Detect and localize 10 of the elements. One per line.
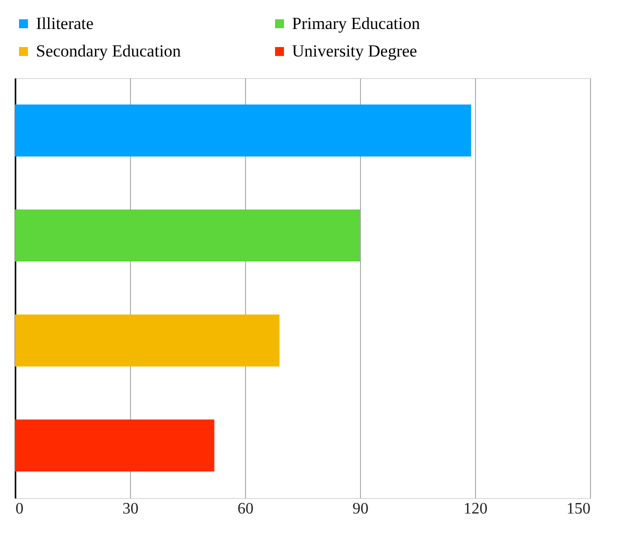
x-tick-label: 30 — [122, 500, 138, 518]
legend-label: University Degree — [292, 42, 418, 60]
x-tick-label: 150 — [566, 500, 590, 518]
legend-label: Primary Education — [292, 14, 420, 33]
x-tick-label: 60 — [238, 500, 254, 518]
x-tick-label: 90 — [352, 500, 368, 518]
x-tick-label: 120 — [464, 500, 488, 518]
x-tick-label: 0 — [16, 500, 24, 518]
legend-label: Illiterate — [36, 14, 94, 33]
legend-label: Secondary Education — [36, 42, 182, 60]
